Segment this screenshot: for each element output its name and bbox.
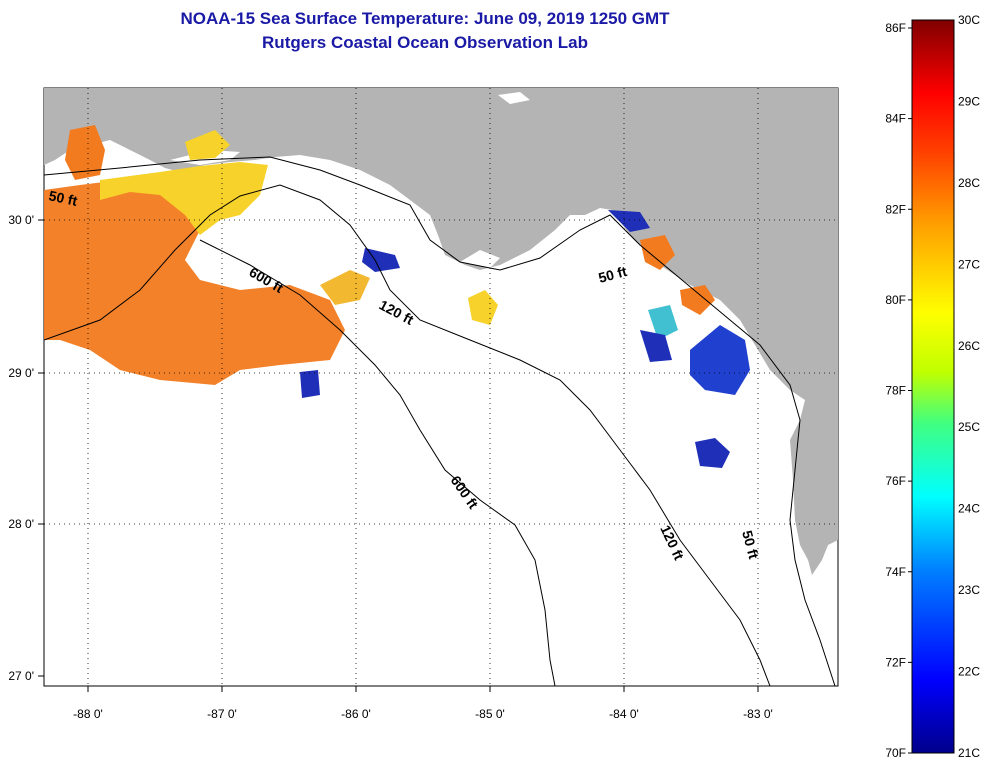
sst-yellow-area xyxy=(185,130,230,160)
colorbar-f-label: 70F xyxy=(885,746,906,760)
colorbar-f-label: 86F xyxy=(885,21,906,35)
colorbar-c-label: 23C xyxy=(958,583,980,597)
contour-120ft xyxy=(44,184,771,686)
colorbar-c-label: 21C xyxy=(958,746,980,760)
sst-warm-area xyxy=(65,125,105,180)
lat-label: 29 0' xyxy=(8,366,34,380)
colorbar-fahrenheit-labels: 86F 84F 82F 80F 78F 76F 74F 72F 70F xyxy=(885,21,912,760)
sst-mixed-area xyxy=(648,305,678,340)
contour-600ft xyxy=(199,239,556,686)
colorbar-c-label: 26C xyxy=(958,339,980,353)
sst-mixed-area xyxy=(640,330,672,362)
colorbar-c-label: 28C xyxy=(958,176,980,190)
lon-label: -87 0' xyxy=(207,707,237,721)
sst-cold-area xyxy=(695,438,730,468)
lon-label: -86 0' xyxy=(341,707,371,721)
lat-label: 28 0' xyxy=(8,517,34,531)
sst-cold-area xyxy=(300,370,320,398)
colorbar-c-label: 24C xyxy=(958,502,980,516)
sst-warm-area xyxy=(44,180,345,385)
lon-label: -85 0' xyxy=(475,707,505,721)
sst-yellow-area xyxy=(468,290,498,325)
lat-label: 30 0' xyxy=(8,213,34,227)
lon-label: -84 0' xyxy=(609,707,639,721)
contour-50ft xyxy=(44,156,836,686)
colorbar-f-label: 74F xyxy=(885,565,906,579)
land-mass xyxy=(44,88,838,575)
colorbar-f-label: 76F xyxy=(885,474,906,488)
lon-label: -83 0' xyxy=(743,707,773,721)
colorbar-f-label: 84F xyxy=(885,112,906,126)
colorbar-c-label: 30C xyxy=(958,13,980,27)
colorbar-f-label: 78F xyxy=(885,384,906,398)
colorbar xyxy=(911,19,955,754)
colorbar-c-label: 27C xyxy=(958,257,980,271)
colorbar-f-label: 82F xyxy=(885,202,906,216)
contour-label: 50 ft xyxy=(739,529,762,561)
contour-label: 50 ft xyxy=(47,187,79,209)
colorbar-c-label: 22C xyxy=(958,665,980,679)
contour-label: 50 ft xyxy=(597,263,629,286)
colorbar-c-label: 25C xyxy=(958,420,980,434)
lat-label: 27 0' xyxy=(8,669,34,683)
colorbar-f-label: 80F xyxy=(885,293,906,307)
sst-mixed-area xyxy=(640,235,675,270)
sst-cold-area xyxy=(362,248,400,272)
colorbar-f-label: 72F xyxy=(885,655,906,669)
colorbar-celsius-labels: 30C 29C 28C 27C 26C 25C 24C 23C 22C 21C xyxy=(958,13,980,760)
colorbar-c-label: 29C xyxy=(958,94,980,108)
lon-label: -88 0' xyxy=(73,707,103,721)
sst-cold-area xyxy=(608,210,650,232)
sst-yellow-area xyxy=(320,270,370,305)
lake xyxy=(498,92,530,104)
sst-cold-area xyxy=(690,325,750,395)
sst-yellow-area xyxy=(100,162,268,235)
chart-title: NOAA-15 Sea Surface Temperature: June 09… xyxy=(180,9,670,28)
axis-ticks xyxy=(38,219,759,692)
chart-subtitle: Rutgers Coastal Ocean Observation Lab xyxy=(262,33,588,52)
sst-mixed-area xyxy=(680,285,715,315)
